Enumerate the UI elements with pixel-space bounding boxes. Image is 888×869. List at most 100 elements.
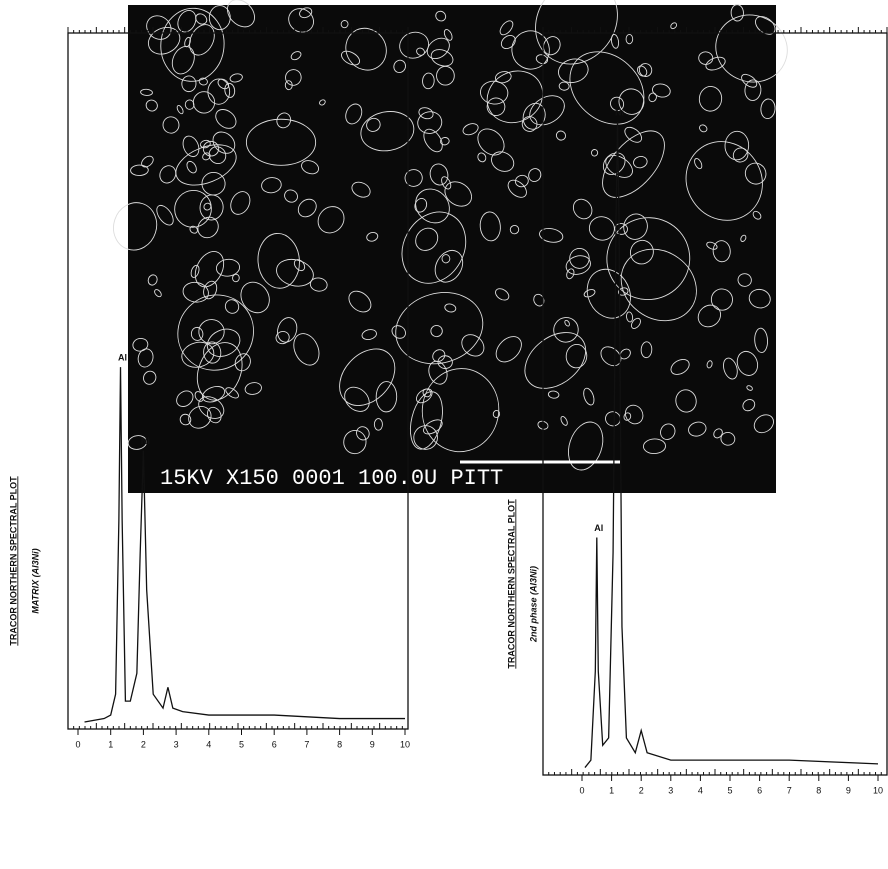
grain [624,404,644,425]
grain [477,152,487,163]
grain [640,341,653,359]
grain [566,268,575,280]
grain [535,0,618,65]
grain [462,123,479,136]
plot-title: TRACOR NORTHERN SPECTRAL PLOT [8,476,18,646]
grain [712,240,731,263]
grain [744,162,767,185]
grain [181,341,215,368]
grain [202,140,220,157]
grain [555,130,567,141]
grain [553,317,579,343]
grain [744,79,762,101]
grain [477,128,505,156]
grain [229,73,243,83]
grain [293,259,306,272]
grain [670,358,690,375]
x-tick-label: 7 [304,739,309,749]
grain [741,73,758,88]
grain [393,59,406,74]
grain [208,146,227,165]
grain [360,111,415,152]
grain [190,326,204,341]
grain [730,4,744,22]
grain [189,24,215,56]
grain [245,118,317,166]
grain [174,190,212,228]
grain [492,410,501,419]
grain [224,82,236,98]
grain [495,288,510,301]
grain [637,65,648,77]
grain [375,381,398,413]
grain [208,5,231,31]
grain [753,414,774,434]
grain [610,96,625,112]
grain [697,304,722,328]
spectrum-line [84,367,405,723]
grain [486,70,544,124]
grain [182,135,200,158]
x-tick-label: 0 [75,739,80,749]
grain [143,370,157,385]
grain [434,249,464,283]
grain [215,109,237,129]
grain [276,258,314,287]
grain [602,152,626,175]
grain [539,228,564,243]
x-tick-label: 2 [141,739,146,749]
grain [572,198,593,220]
grain [176,390,194,407]
grain [130,164,149,176]
grain [583,289,596,298]
peak-label: Al [594,523,603,533]
grain [537,420,549,430]
grain [685,141,763,221]
grain [415,188,450,224]
grain [234,353,251,372]
grain [177,10,197,33]
grain [203,280,218,300]
grain [319,99,326,106]
grain [736,350,759,376]
grain [626,311,634,323]
grain [625,33,634,45]
grain [202,152,211,161]
micrograph-texture [113,0,788,471]
grain [591,149,599,157]
grain [344,386,370,412]
grain [207,78,231,105]
grain [421,368,500,453]
grain [186,160,197,174]
x-tick-label: 2 [639,785,644,795]
x-tick-label: 0 [579,785,584,795]
x-tick-label: 6 [272,739,277,749]
grain [670,22,678,30]
grain [630,317,641,329]
plot-subtitle: MATRIX (Al3Ni) [30,548,40,613]
grain [565,255,591,275]
micrograph [128,5,776,493]
grain [522,102,546,130]
grain [618,88,645,115]
grain [147,274,158,286]
plot-subtitle: 2nd phase (Al3Ni) [528,566,538,643]
grain [418,107,434,120]
grain [491,151,515,172]
grain [429,163,449,186]
grain [742,399,756,412]
grain [225,387,239,399]
grain [156,204,174,226]
grain [196,342,243,401]
grain [705,56,726,71]
grain [203,341,222,364]
grain [290,51,302,61]
grain [244,382,262,395]
grain [524,332,587,389]
grain [713,428,723,439]
grain [748,288,771,309]
grain [171,46,195,75]
peak-label: Al [118,352,127,362]
x-tick-label: 1 [609,785,614,795]
grain [441,254,451,264]
